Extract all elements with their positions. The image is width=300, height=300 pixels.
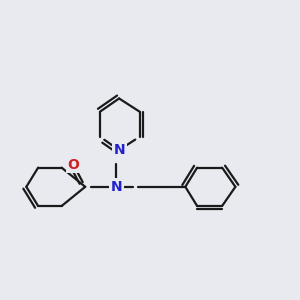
Text: N: N: [113, 143, 125, 157]
Text: N: N: [110, 180, 122, 194]
Text: O: O: [68, 158, 80, 172]
